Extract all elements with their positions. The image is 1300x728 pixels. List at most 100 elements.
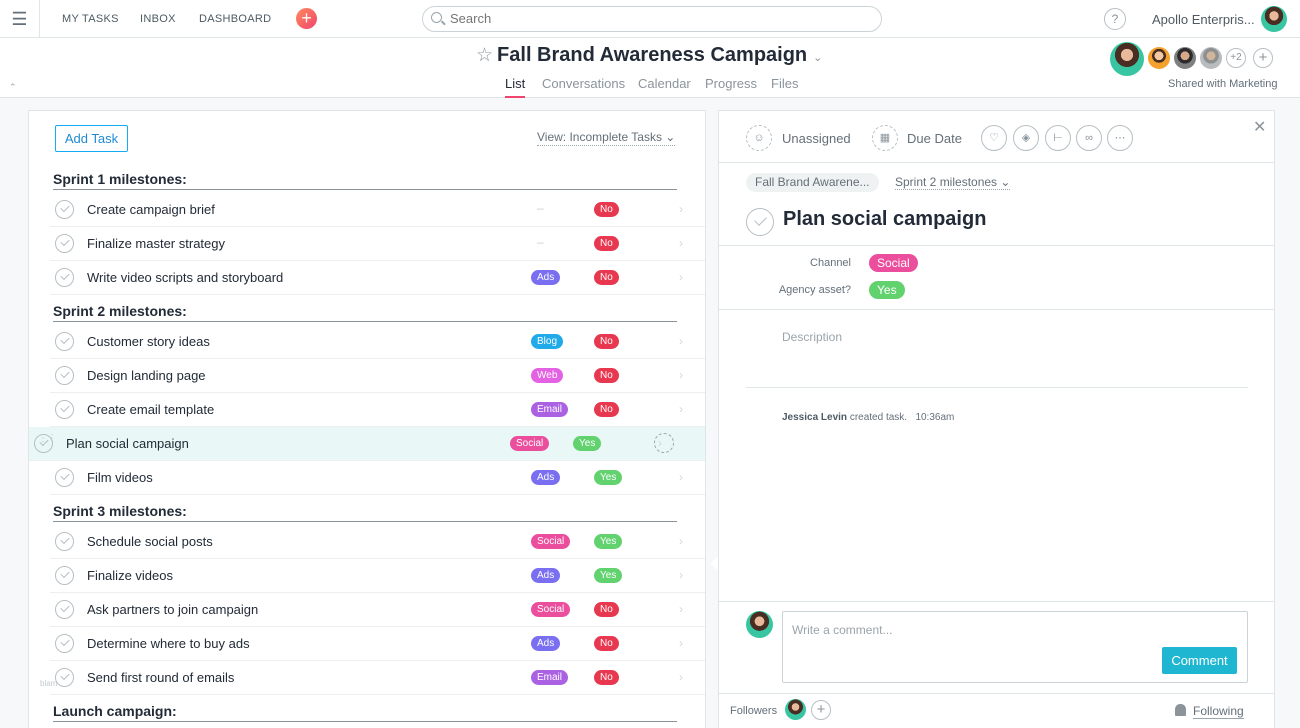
comment-input[interactable]: Write a comment... [782, 611, 1248, 683]
more-members-count[interactable]: +2 [1226, 48, 1246, 68]
agency-tag[interactable]: No [594, 402, 619, 417]
task-name[interactable]: Finalize videos [87, 568, 173, 583]
task-row[interactable]: ⋮⋮ Plan social campaign Social Yes › [29, 427, 705, 461]
member-avatar[interactable] [1148, 47, 1170, 69]
channel-field-value[interactable]: Social [869, 254, 918, 272]
chevron-down-icon[interactable]: ⌄ [813, 52, 823, 64]
channel-tag[interactable]: Social [531, 534, 571, 549]
agency-tag[interactable]: Yes [594, 534, 623, 549]
task-complete-checkbox[interactable] [55, 268, 74, 287]
channel-tag[interactable]: Blog [531, 334, 564, 349]
assignee-label[interactable]: Unassigned [782, 131, 851, 146]
task-row[interactable]: Create campaign brief – No › [50, 193, 705, 227]
agency-tag[interactable]: No [594, 236, 619, 251]
task-complete-checkbox[interactable] [55, 634, 74, 653]
agency-tag[interactable]: Yes [594, 470, 623, 485]
task-name[interactable]: Schedule social posts [87, 534, 213, 549]
member-avatar[interactable] [1110, 42, 1144, 76]
project-title[interactable]: ☆ Fall Brand Awareness Campaign ⌄ [476, 44, 822, 67]
task-name[interactable]: Design landing page [87, 368, 206, 383]
agency-tag[interactable]: No [594, 602, 619, 617]
section-header[interactable]: Sprint 3 milestones: [53, 503, 677, 522]
channel-tag[interactable]: Email [531, 402, 569, 417]
quick-add-plus-icon[interactable]: + [296, 8, 317, 29]
agency-tag[interactable]: No [594, 202, 619, 217]
section-header[interactable]: Sprint 2 milestones: [53, 303, 677, 322]
search-bar[interactable] [422, 6, 882, 32]
tab-calendar[interactable]: Calendar [638, 76, 691, 91]
task-row[interactable]: Ask partners to join campaign Social No › [50, 593, 705, 627]
assignee-icon[interactable] [654, 433, 674, 453]
task-row[interactable]: Film videos Ads Yes › [50, 461, 705, 495]
help-icon[interactable]: ? [1104, 8, 1126, 30]
member-avatar[interactable] [1174, 47, 1196, 69]
channel-tag[interactable]: Social [531, 602, 571, 617]
member-avatar[interactable] [1200, 47, 1222, 69]
chevron-right-icon[interactable]: › [679, 202, 683, 216]
agency-tag[interactable]: No [594, 334, 619, 349]
chevron-right-icon[interactable]: › [679, 670, 683, 684]
nav-my-tasks[interactable]: MY TASKS [62, 13, 119, 25]
comment-button[interactable]: Comment [1162, 647, 1237, 674]
task-row[interactable]: Send first round of emails Email No › [50, 661, 705, 695]
complete-task-checkbox[interactable] [746, 208, 774, 236]
section-breadcrumb[interactable]: Sprint 2 milestones ⌄ [895, 175, 1011, 190]
subtask-icon[interactable]: ⊢ [1045, 125, 1071, 151]
add-follower-icon[interactable]: + [811, 700, 831, 720]
task-row[interactable]: Design landing page Web No › [50, 359, 705, 393]
following-toggle[interactable]: Following [1193, 704, 1244, 719]
nav-inbox[interactable]: INBOX [140, 13, 176, 25]
attachment-icon[interactable]: ∞ [1076, 125, 1102, 151]
chevron-right-icon[interactable]: › [679, 534, 683, 548]
task-name[interactable]: Determine where to buy ads [87, 636, 250, 651]
section-header[interactable]: Launch campaign: [53, 703, 677, 722]
task-complete-checkbox[interactable] [55, 400, 74, 419]
collapse-header-icon[interactable]: ⌃ [9, 82, 17, 92]
project-breadcrumb[interactable]: Fall Brand Awarene... [746, 173, 879, 192]
agency-tag[interactable]: No [594, 368, 619, 383]
task-name[interactable]: Customer story ideas [87, 334, 210, 349]
close-icon[interactable]: ✕ [1253, 119, 1267, 136]
agency-field-value[interactable]: Yes [869, 281, 905, 299]
add-task-button[interactable]: Add Task [55, 125, 128, 152]
star-icon[interactable]: ☆ [476, 45, 494, 66]
agency-tag[interactable]: Yes [594, 568, 623, 583]
task-row[interactable]: Determine where to buy ads Ads No › [50, 627, 705, 661]
heart-icon[interactable]: ♡ [981, 125, 1007, 151]
follower-avatar[interactable] [785, 699, 806, 720]
task-complete-checkbox[interactable] [34, 434, 53, 453]
agency-tag[interactable]: No [594, 636, 619, 651]
task-row[interactable]: Create email template Email No › [50, 393, 705, 427]
chevron-right-icon[interactable]: › [679, 368, 683, 382]
channel-tag[interactable]: Ads [531, 636, 561, 651]
tab-conversations[interactable]: Conversations [542, 76, 626, 91]
task-name[interactable]: Ask partners to join campaign [87, 602, 259, 617]
agency-tag[interactable]: No [594, 270, 619, 285]
shared-with-label[interactable]: Shared with Marketing [1168, 78, 1278, 90]
task-name[interactable]: Finalize master strategy [87, 236, 225, 251]
tag-icon[interactable]: ◈ [1013, 125, 1039, 151]
chevron-right-icon[interactable]: › [679, 402, 683, 416]
task-complete-checkbox[interactable] [55, 200, 74, 219]
task-row[interactable]: Finalize master strategy – No › [50, 227, 705, 261]
chevron-right-icon[interactable]: › [679, 270, 683, 284]
section-header[interactable]: Sprint 1 milestones: [53, 171, 677, 190]
task-row[interactable]: Schedule social posts Social Yes › [50, 525, 705, 559]
task-complete-checkbox[interactable] [55, 600, 74, 619]
task-complete-checkbox[interactable] [55, 668, 74, 687]
task-row[interactable]: Finalize videos Ads Yes › [50, 559, 705, 593]
task-name[interactable]: Film videos [87, 470, 153, 485]
add-member-icon[interactable]: + [1253, 48, 1273, 68]
chevron-right-icon[interactable]: › [679, 236, 683, 250]
channel-tag[interactable]: Ads [531, 470, 561, 485]
task-name[interactable]: Send first round of emails [87, 670, 235, 685]
empty-channel[interactable]: – [537, 235, 544, 249]
chevron-right-icon[interactable]: › [679, 470, 683, 484]
story-author[interactable]: Jessica Levin [782, 412, 848, 423]
channel-tag[interactable]: Ads [531, 270, 561, 285]
agency-tag[interactable]: No [594, 670, 619, 685]
empty-channel[interactable]: – [537, 201, 544, 215]
menu-icon[interactable]: ☰ [0, 0, 40, 38]
channel-tag[interactable]: Social [510, 436, 550, 451]
chevron-right-icon[interactable]: › [658, 436, 662, 450]
